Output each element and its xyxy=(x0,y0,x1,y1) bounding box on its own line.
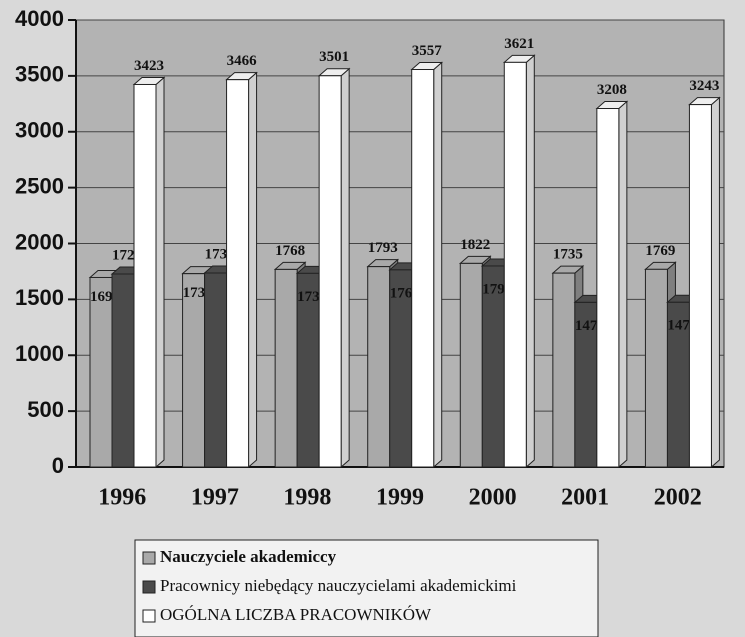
data-label: 1793 xyxy=(368,240,398,256)
y-tick-label: 1500 xyxy=(15,285,64,310)
bar xyxy=(644,268,668,468)
legend-box xyxy=(134,539,599,637)
legend-label: Nauczyciele akademiccy xyxy=(160,547,337,566)
bar xyxy=(133,83,157,468)
bar xyxy=(274,268,298,468)
data-label: 3243 xyxy=(689,78,719,94)
bar-side xyxy=(248,71,258,469)
y-tick-label: 3000 xyxy=(15,118,64,143)
y-tick-label: 2000 xyxy=(15,229,64,254)
bar xyxy=(688,104,712,468)
data-label: 1769 xyxy=(645,243,675,259)
bar xyxy=(367,266,391,468)
legend-label: Pracownicy niebędący nauczycielami akade… xyxy=(160,576,517,595)
bar xyxy=(182,273,206,468)
bar xyxy=(111,273,135,468)
data-label: 1768 xyxy=(275,243,305,259)
x-tick-label: 2001 xyxy=(561,485,609,511)
bar xyxy=(318,75,342,468)
x-tick-label: 2002 xyxy=(654,485,702,511)
bar xyxy=(503,61,527,468)
x-tick-label: 1998 xyxy=(283,485,331,511)
data-label: 3208 xyxy=(597,82,627,98)
bar xyxy=(552,272,576,468)
x-tick-label: 1997 xyxy=(191,485,239,511)
bar-side xyxy=(433,61,443,469)
bar xyxy=(89,276,113,468)
data-label: 1735 xyxy=(553,247,583,263)
y-tick-label: 500 xyxy=(27,397,64,422)
legend-label: OGÓLNA LICZBA PRACOWNIKÓW xyxy=(160,605,432,624)
y-tick-label: 1000 xyxy=(15,341,64,366)
legend-swatch xyxy=(142,580,156,594)
bar-side xyxy=(340,67,350,469)
legend-swatch xyxy=(142,609,156,623)
y-tick-label: 3500 xyxy=(15,62,64,87)
bar xyxy=(226,79,250,468)
data-label: 3423 xyxy=(134,58,164,74)
legend-swatch xyxy=(142,551,156,565)
x-tick-label: 2000 xyxy=(469,485,517,511)
bar xyxy=(459,262,483,468)
data-label: 3501 xyxy=(319,49,349,65)
bar-side xyxy=(155,76,165,469)
data-label: 3466 xyxy=(227,53,258,69)
y-tick-label: 2500 xyxy=(15,173,64,198)
bar xyxy=(411,69,435,468)
y-tick-label: 0 xyxy=(52,453,64,478)
data-label: 1822 xyxy=(460,237,490,253)
y-tick-label: 4000 xyxy=(15,6,64,31)
bar-side xyxy=(710,96,720,469)
bar-side xyxy=(618,100,628,469)
bar-side xyxy=(525,54,535,469)
bar xyxy=(596,108,620,468)
x-tick-label: 1999 xyxy=(376,485,424,511)
x-tick-label: 1996 xyxy=(98,485,146,511)
bar xyxy=(204,272,228,468)
data-label: 3557 xyxy=(412,43,443,59)
data-label: 3621 xyxy=(504,36,534,52)
